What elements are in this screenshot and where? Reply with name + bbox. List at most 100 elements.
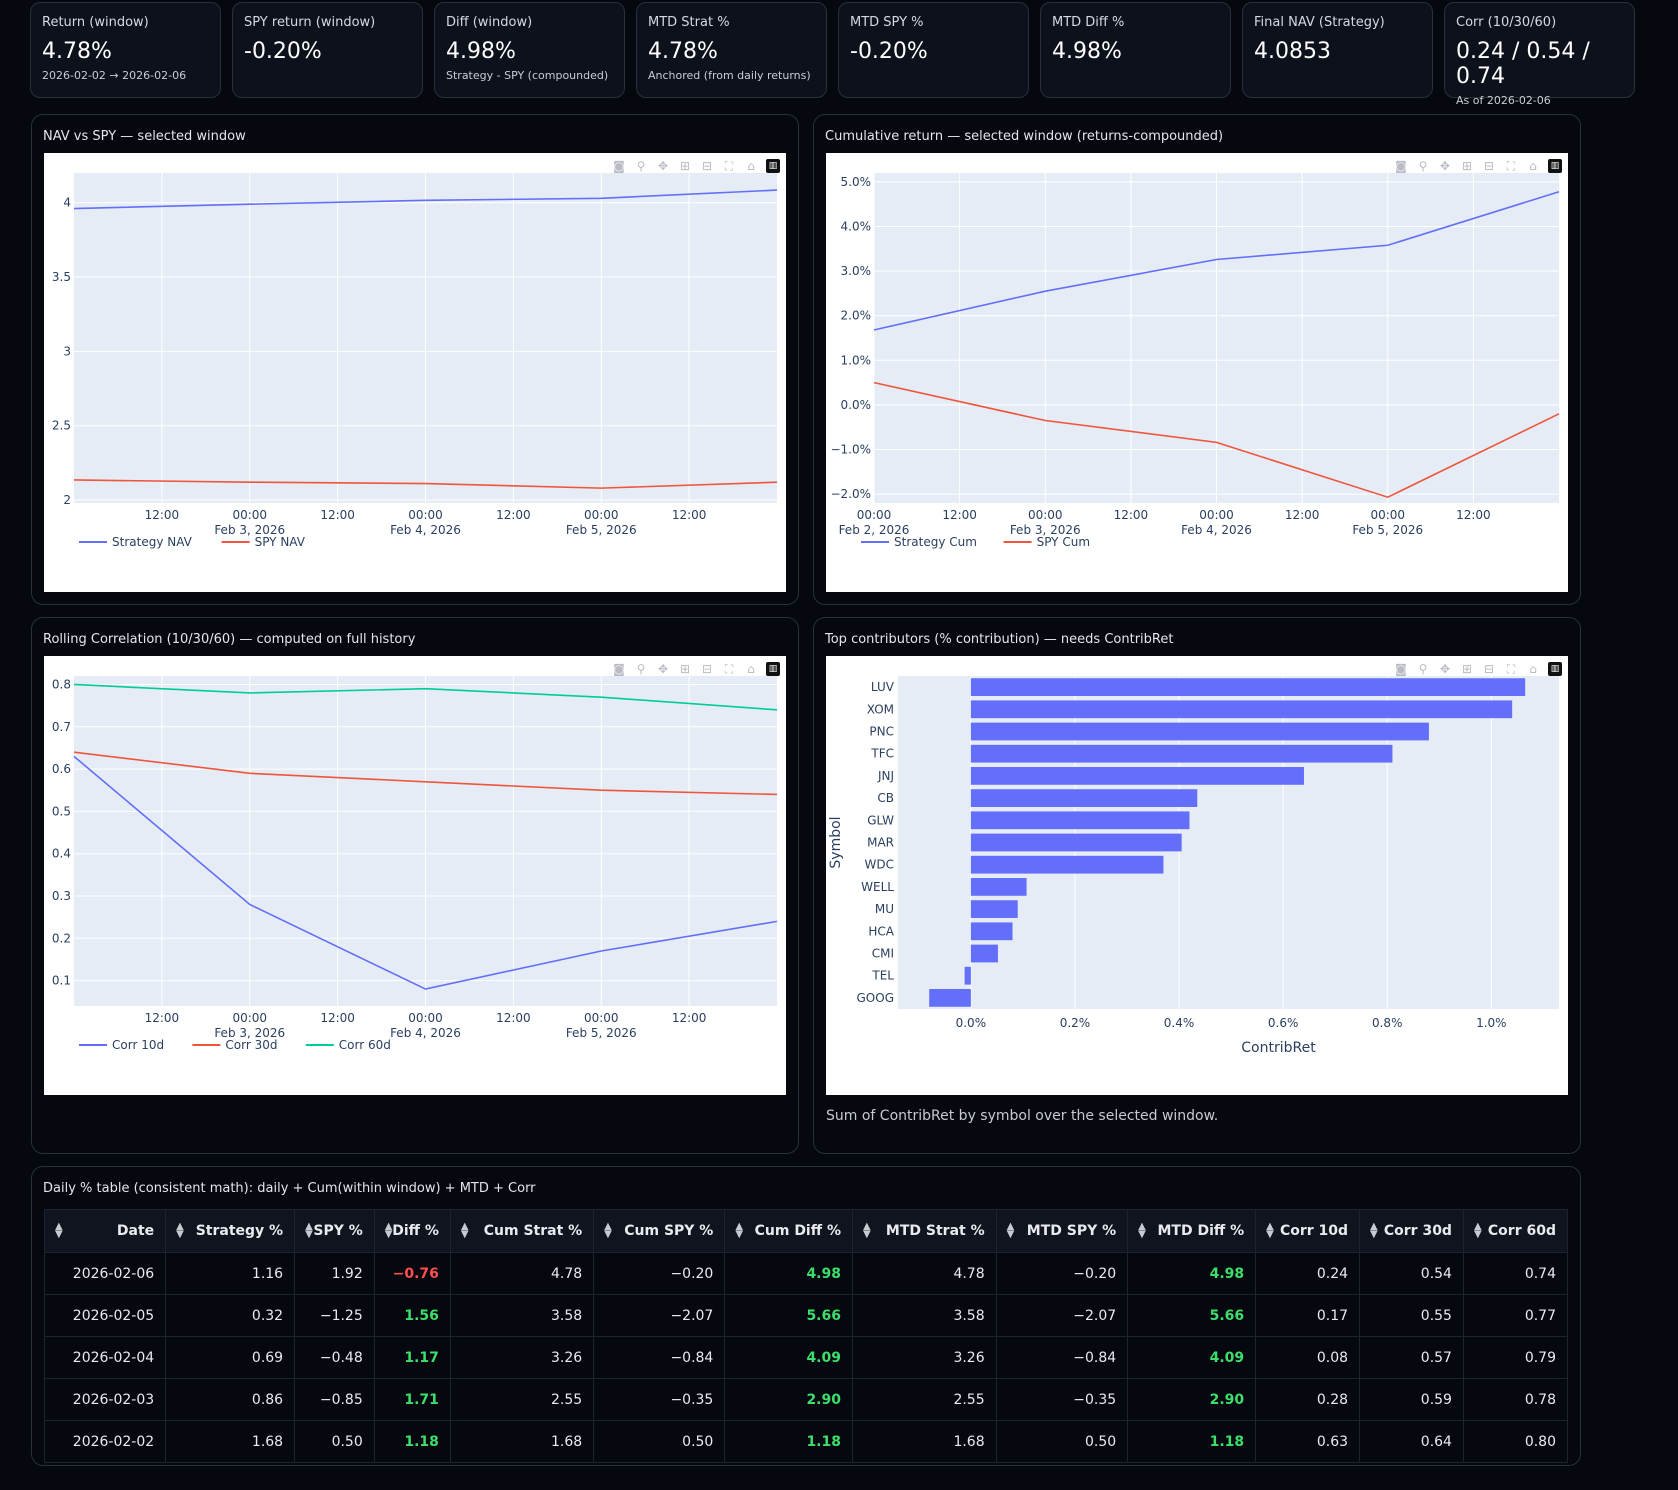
sort-icon[interactable]: ▲ ▼ xyxy=(1138,1221,1146,1240)
column-header[interactable]: ▲ ▼ Date xyxy=(43,1209,167,1253)
pan-icon[interactable]: ✥ xyxy=(1439,159,1451,173)
corr-chart-container[interactable]: 0.1 0.2 0.3 0.4 0.5 0.6 0.7 0.8 12:00 00:00 Feb 3,… xyxy=(44,656,786,1095)
kpi-sub: Anchored (from daily returns) xyxy=(648,69,811,82)
y-tick-label: GOOG xyxy=(857,991,895,1005)
sort-icon[interactable]: ▲ ▼ xyxy=(460,1221,469,1240)
home-icon[interactable]: ⌂ xyxy=(747,662,755,676)
table-cell: 0.86 xyxy=(165,1378,296,1421)
zoom-icon[interactable]: ⚲ xyxy=(1418,159,1428,173)
zoom-out-icon[interactable]: ⊟ xyxy=(1483,159,1495,173)
kpi-diff-window: Diff (window) 4.98% Strategy - SPY (comp… xyxy=(434,2,625,98)
series-line-corr-10d xyxy=(73,755,778,990)
pan-icon[interactable]: ✥ xyxy=(657,159,669,173)
camera-icon[interactable]: ◙ xyxy=(613,159,625,173)
y-tick-label: WDC xyxy=(865,858,894,872)
table-cell: −0.20 xyxy=(593,1252,726,1295)
cum-chart[interactable]: −2.0%−1.0%0.0%1.0%2.0%3.0%4.0%5.0%00:00F… xyxy=(826,153,1568,592)
table-cell: 2.55 xyxy=(851,1378,997,1421)
sort-icon[interactable]: ▲ ▼ xyxy=(1370,1221,1378,1240)
column-header[interactable]: ▲ ▼ Diff % xyxy=(373,1209,451,1253)
plotly-logo-icon[interactable]: ▥ xyxy=(766,662,780,676)
zoom-in-icon[interactable]: ⊞ xyxy=(1461,662,1473,676)
x-tick-label: 12:00 xyxy=(496,508,531,522)
nav-chart-container[interactable]: 2 2.5 3 3.5 4 12:00 00:00 Feb 3, 2026 12:00 00:00… xyxy=(44,153,786,592)
contrib-chart-container[interactable]: 0.0% 0.2% 0.4% 0.6% 0.8% 1.0% LUV XOM PNC TFC JNJ C… xyxy=(826,656,1568,1095)
y-tick-label: 4.0% xyxy=(841,220,872,234)
autoscale-icon[interactable]: ⛶ xyxy=(1506,662,1516,676)
zoom-icon[interactable]: ⚲ xyxy=(1418,662,1428,676)
y-tick-label: 2.5 xyxy=(52,419,71,433)
y-tick-label: PNC xyxy=(869,725,894,739)
plotly-logo-icon[interactable]: ▥ xyxy=(766,159,780,173)
sort-icon[interactable]: ▲ ▼ xyxy=(1473,1221,1482,1240)
table-cell: 5.66 xyxy=(724,1294,853,1337)
y-tick-label: 0.3 xyxy=(52,889,71,903)
table-cell: 3.26 xyxy=(449,1336,595,1379)
sort-icon[interactable]: ▲ ▼ xyxy=(384,1221,393,1240)
zoom-in-icon[interactable]: ⊞ xyxy=(679,159,691,173)
kpi-spy-return-window: SPY return (window) -0.20% xyxy=(232,2,423,98)
series-line-strategy-nav xyxy=(73,189,778,210)
column-header[interactable]: ▲ ▼ Strategy % xyxy=(165,1209,296,1253)
home-icon[interactable]: ⌂ xyxy=(1529,662,1537,676)
table-cell: −0.20 xyxy=(995,1252,1129,1295)
table-cell: 2.55 xyxy=(449,1378,595,1421)
zoom-icon[interactable]: ⚲ xyxy=(636,159,646,173)
column-header[interactable]: ▲ ▼ MTD Strat % xyxy=(851,1209,997,1253)
sort-icon[interactable]: ▲ ▼ xyxy=(604,1221,612,1240)
zoom-out-icon[interactable]: ⊟ xyxy=(701,159,713,173)
autoscale-icon[interactable]: ⛶ xyxy=(724,662,734,676)
table-cell: 3.26 xyxy=(851,1336,997,1379)
column-header-label: MTD Strat % xyxy=(885,1223,985,1239)
column-header[interactable]: ▲ ▼ Corr 30d xyxy=(1359,1209,1464,1253)
column-header[interactable]: ▲ ▼ Corr 10d xyxy=(1255,1209,1361,1253)
sort-icon[interactable]: ▲ ▼ xyxy=(1006,1221,1015,1240)
y-tick-label: 3 xyxy=(63,344,71,358)
camera-icon[interactable]: ◙ xyxy=(613,662,625,676)
sort-icon[interactable]: ▲ ▼ xyxy=(1266,1221,1274,1240)
camera-icon[interactable]: ◙ xyxy=(1395,159,1407,173)
pan-icon[interactable]: ✥ xyxy=(1439,662,1451,676)
cum-chart-container[interactable]: −2.0% −1.0% 0.0% 1.0% 2.0% 3.0% 4.0% 5.0% 00:00 F… xyxy=(826,153,1568,592)
autoscale-icon[interactable]: ⛶ xyxy=(1506,159,1516,173)
sort-icon[interactable]: ▲ ▼ xyxy=(55,1221,63,1240)
autoscale-icon[interactable]: ⛶ xyxy=(724,159,734,173)
sort-icon[interactable]: ▲ ▼ xyxy=(176,1221,184,1240)
x-tick-label: 12:00 xyxy=(145,508,180,522)
table-cell: 4.78 xyxy=(851,1252,997,1295)
sort-icon[interactable]: ▲ ▼ xyxy=(862,1221,871,1240)
kpi-value: 4.98% xyxy=(446,39,516,64)
zoom-in-icon[interactable]: ⊞ xyxy=(1461,159,1473,173)
column-header-label: MTD Diff % xyxy=(1157,1223,1245,1239)
table-cell: 0.08 xyxy=(1255,1336,1361,1379)
column-header[interactable]: ▲ ▼ SPY % xyxy=(294,1209,375,1253)
column-header[interactable]: ▲ ▼ MTD Diff % xyxy=(1127,1209,1257,1253)
zoom-out-icon[interactable]: ⊟ xyxy=(701,662,713,676)
table-cell: −2.07 xyxy=(593,1294,726,1337)
sort-icon[interactable]: ▲ ▼ xyxy=(735,1221,744,1240)
table-cell: 0.57 xyxy=(1359,1336,1464,1379)
pan-icon[interactable]: ✥ xyxy=(657,662,669,676)
zoom-out-icon[interactable]: ⊟ xyxy=(1483,662,1495,676)
sort-icon[interactable]: ▲ ▼ xyxy=(305,1221,313,1240)
column-header[interactable]: ▲ ▼ Cum SPY % xyxy=(593,1209,726,1253)
panel-top-contributors: Top contributors (% contribution) — need… xyxy=(813,617,1581,1154)
column-header[interactable]: ▲ ▼ Cum Diff % xyxy=(724,1209,853,1253)
column-header[interactable]: ▲ ▼ Cum Strat % xyxy=(449,1209,595,1253)
x-tick-date-label: Feb 4, 2026 xyxy=(390,1026,461,1040)
zoom-in-icon[interactable]: ⊞ xyxy=(679,662,691,676)
plotly-logo-icon[interactable]: ▥ xyxy=(1548,662,1562,676)
y-tick-label: 3.5 xyxy=(52,270,71,284)
contrib-chart[interactable]: 0.0% 0.2% 0.4% 0.6% 0.8% 1.0% LUV XOM PNC TFC JNJ C… xyxy=(826,656,1568,1095)
home-icon[interactable]: ⌂ xyxy=(1529,159,1537,173)
table-cell: −0.85 xyxy=(294,1378,375,1421)
home-icon[interactable]: ⌂ xyxy=(747,159,755,173)
table-cell: 1.68 xyxy=(449,1420,595,1463)
plotly-logo-icon[interactable]: ▥ xyxy=(1548,159,1562,173)
column-header[interactable]: ▲ ▼ MTD SPY % xyxy=(995,1209,1129,1253)
zoom-icon[interactable]: ⚲ xyxy=(636,662,646,676)
camera-icon[interactable]: ◙ xyxy=(1395,662,1407,676)
column-header[interactable]: ▲ ▼ Corr 60d xyxy=(1462,1209,1569,1253)
